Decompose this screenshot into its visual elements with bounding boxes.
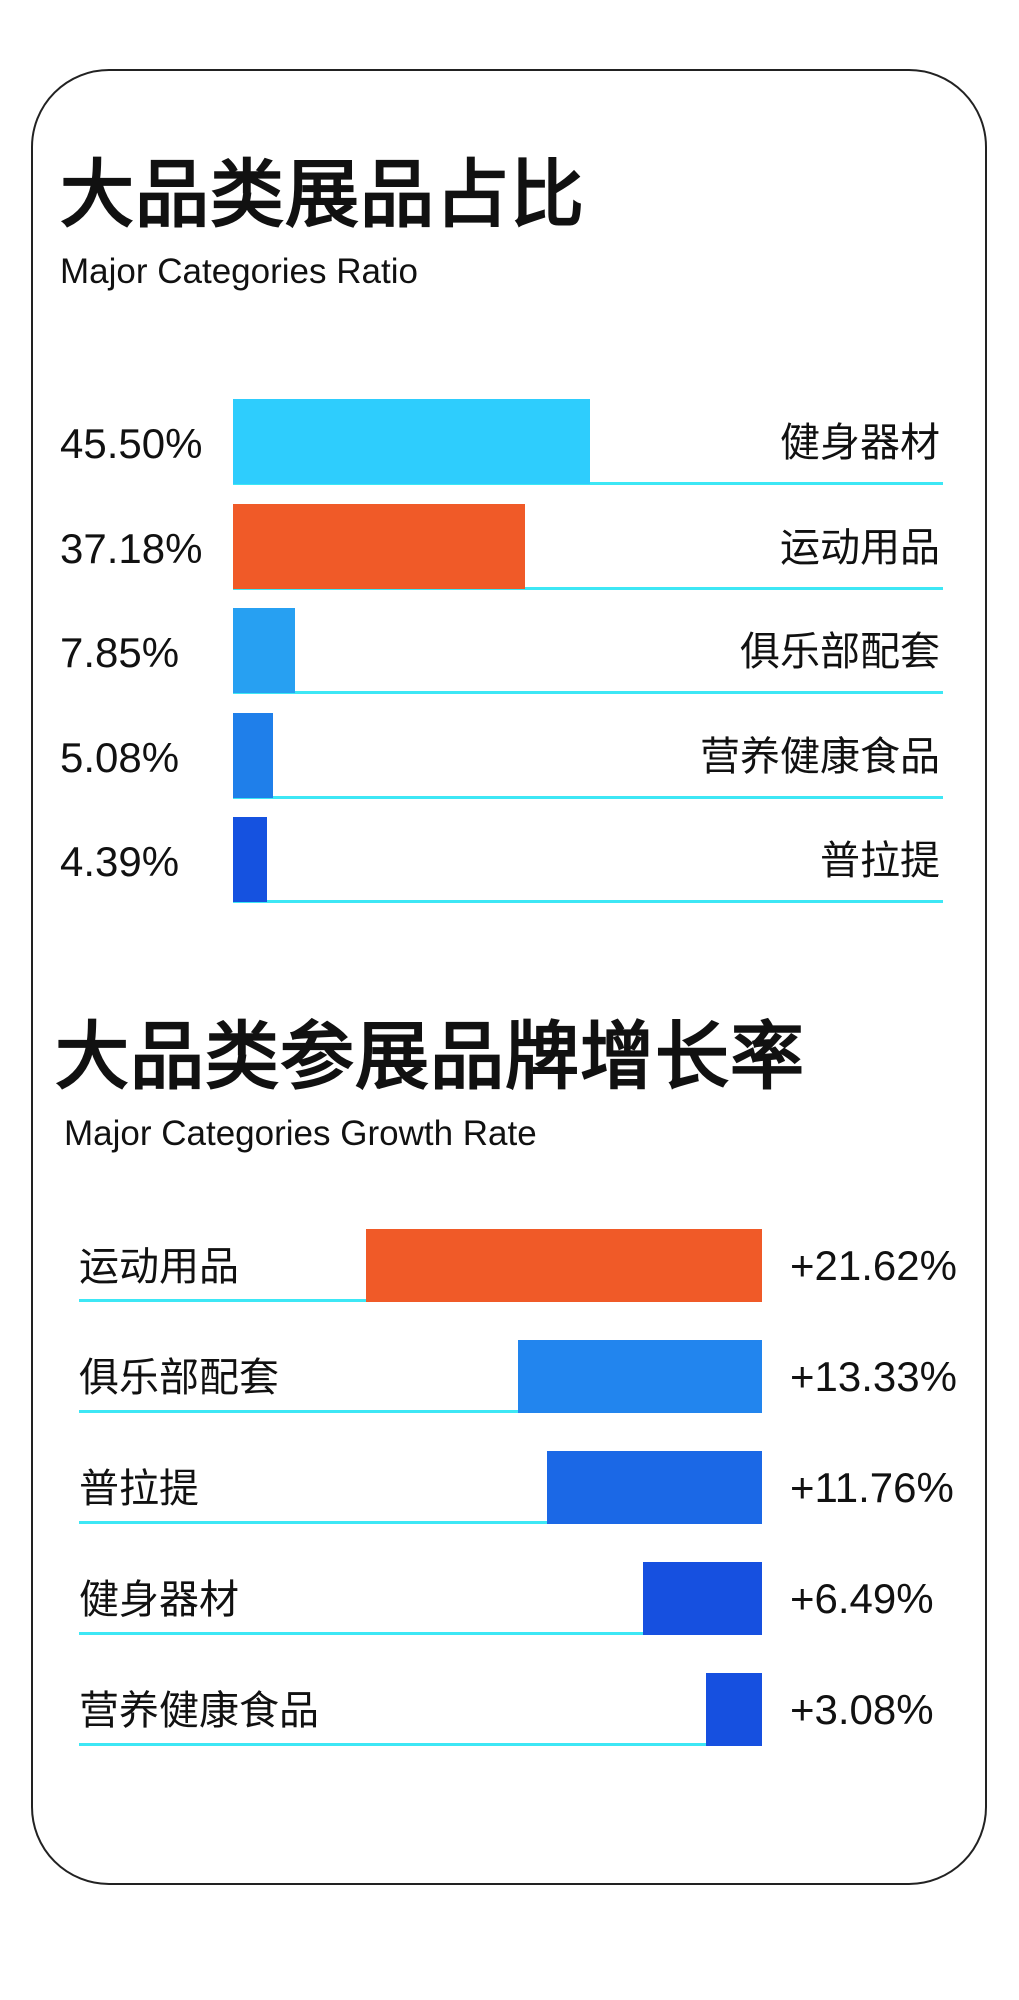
chart2-subtitle: Major Categories Growth Rate — [64, 1114, 537, 1153]
chart2-title: 大品类参展品牌增长率 — [55, 1014, 805, 1100]
chart1-title: 大品类展品占比 — [60, 152, 585, 238]
card-frame — [31, 69, 987, 1885]
chart1-subtitle: Major Categories Ratio — [60, 252, 418, 291]
